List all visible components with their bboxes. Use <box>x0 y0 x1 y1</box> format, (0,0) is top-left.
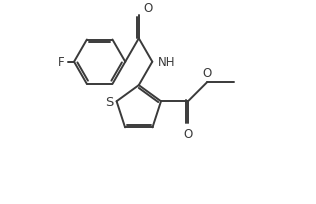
Text: O: O <box>183 128 193 140</box>
Text: F: F <box>58 56 64 69</box>
Text: O: O <box>143 2 152 15</box>
Text: NH: NH <box>157 56 175 69</box>
Text: S: S <box>105 95 114 108</box>
Text: O: O <box>203 66 212 79</box>
